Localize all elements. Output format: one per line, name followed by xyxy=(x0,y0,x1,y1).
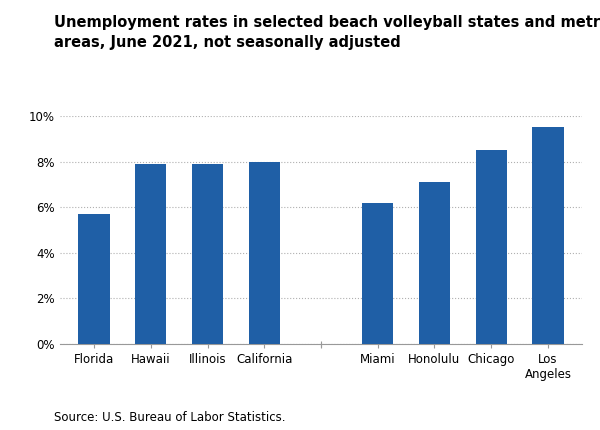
Bar xyxy=(532,127,563,344)
Bar xyxy=(419,182,450,344)
Bar xyxy=(362,203,394,344)
Bar xyxy=(192,164,223,344)
Bar xyxy=(79,214,110,344)
Text: Source: U.S. Bureau of Labor Statistics.: Source: U.S. Bureau of Labor Statistics. xyxy=(54,411,286,424)
Bar xyxy=(248,162,280,344)
Text: Unemployment rates in selected beach volleyball states and metropolitan
areas, J: Unemployment rates in selected beach vol… xyxy=(54,15,600,50)
Bar xyxy=(476,150,507,344)
Bar xyxy=(135,164,166,344)
